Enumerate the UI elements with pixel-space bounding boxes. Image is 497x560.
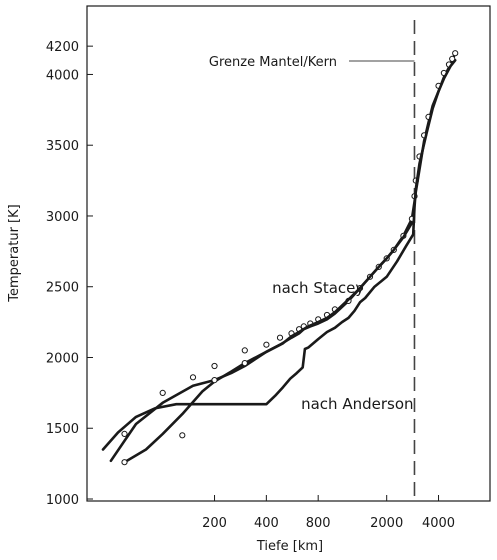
- y-axis-label: Temperatur [K]: [7, 204, 22, 302]
- data-point-marker: [449, 55, 456, 63]
- axis-ticks: 1000 1500 2000 2500 3000 3500 4000 4200 200 400 80…: [46, 40, 455, 531]
- y-tick-label: 1500: [46, 422, 79, 437]
- x-tick-label: 400: [254, 516, 279, 531]
- y-tick-label: 2000: [46, 351, 79, 366]
- y-tick-label: 4000: [46, 68, 79, 83]
- y-tick-label: 3000: [46, 210, 79, 225]
- data-point-marker: [241, 347, 248, 354]
- data-point-marker: [121, 430, 128, 437]
- data-point-marker: [189, 374, 197, 381]
- x-tick-label: 200: [202, 516, 227, 531]
- x-tick-label: 2000: [370, 516, 403, 531]
- x-axis-label: Tiefe [km]: [256, 539, 323, 554]
- data-point-marker: [121, 459, 128, 466]
- series-2: [101, 59, 457, 451]
- y-tick-label: 3500: [46, 139, 79, 154]
- plot-frame: [86, 5, 491, 502]
- data-point-marker: [241, 360, 248, 367]
- x-tick-label: 800: [306, 516, 331, 531]
- series-line: [101, 59, 457, 451]
- data-point-marker: [159, 389, 166, 396]
- annotation-anderson: nach Anderson: [301, 395, 413, 413]
- data-point-marker: [179, 432, 186, 439]
- x-tick-label: 4000: [422, 516, 455, 531]
- series-3: [121, 221, 414, 466]
- series-line: [123, 221, 414, 464]
- data-point-marker: [276, 334, 284, 341]
- boundary-label: Grenze Mantel/Kern: [209, 55, 337, 70]
- annotation-stacey: nach Stacey: [272, 279, 364, 297]
- data-point-marker: [263, 341, 270, 348]
- data-point-marker: [211, 377, 218, 384]
- data-point-marker: [452, 50, 459, 57]
- y-tick-label: 4200: [46, 40, 79, 55]
- series-layer: [101, 50, 459, 466]
- y-tick-label: 2500: [46, 281, 79, 296]
- y-tick-label: 1000: [46, 493, 79, 508]
- data-point-marker: [211, 362, 218, 370]
